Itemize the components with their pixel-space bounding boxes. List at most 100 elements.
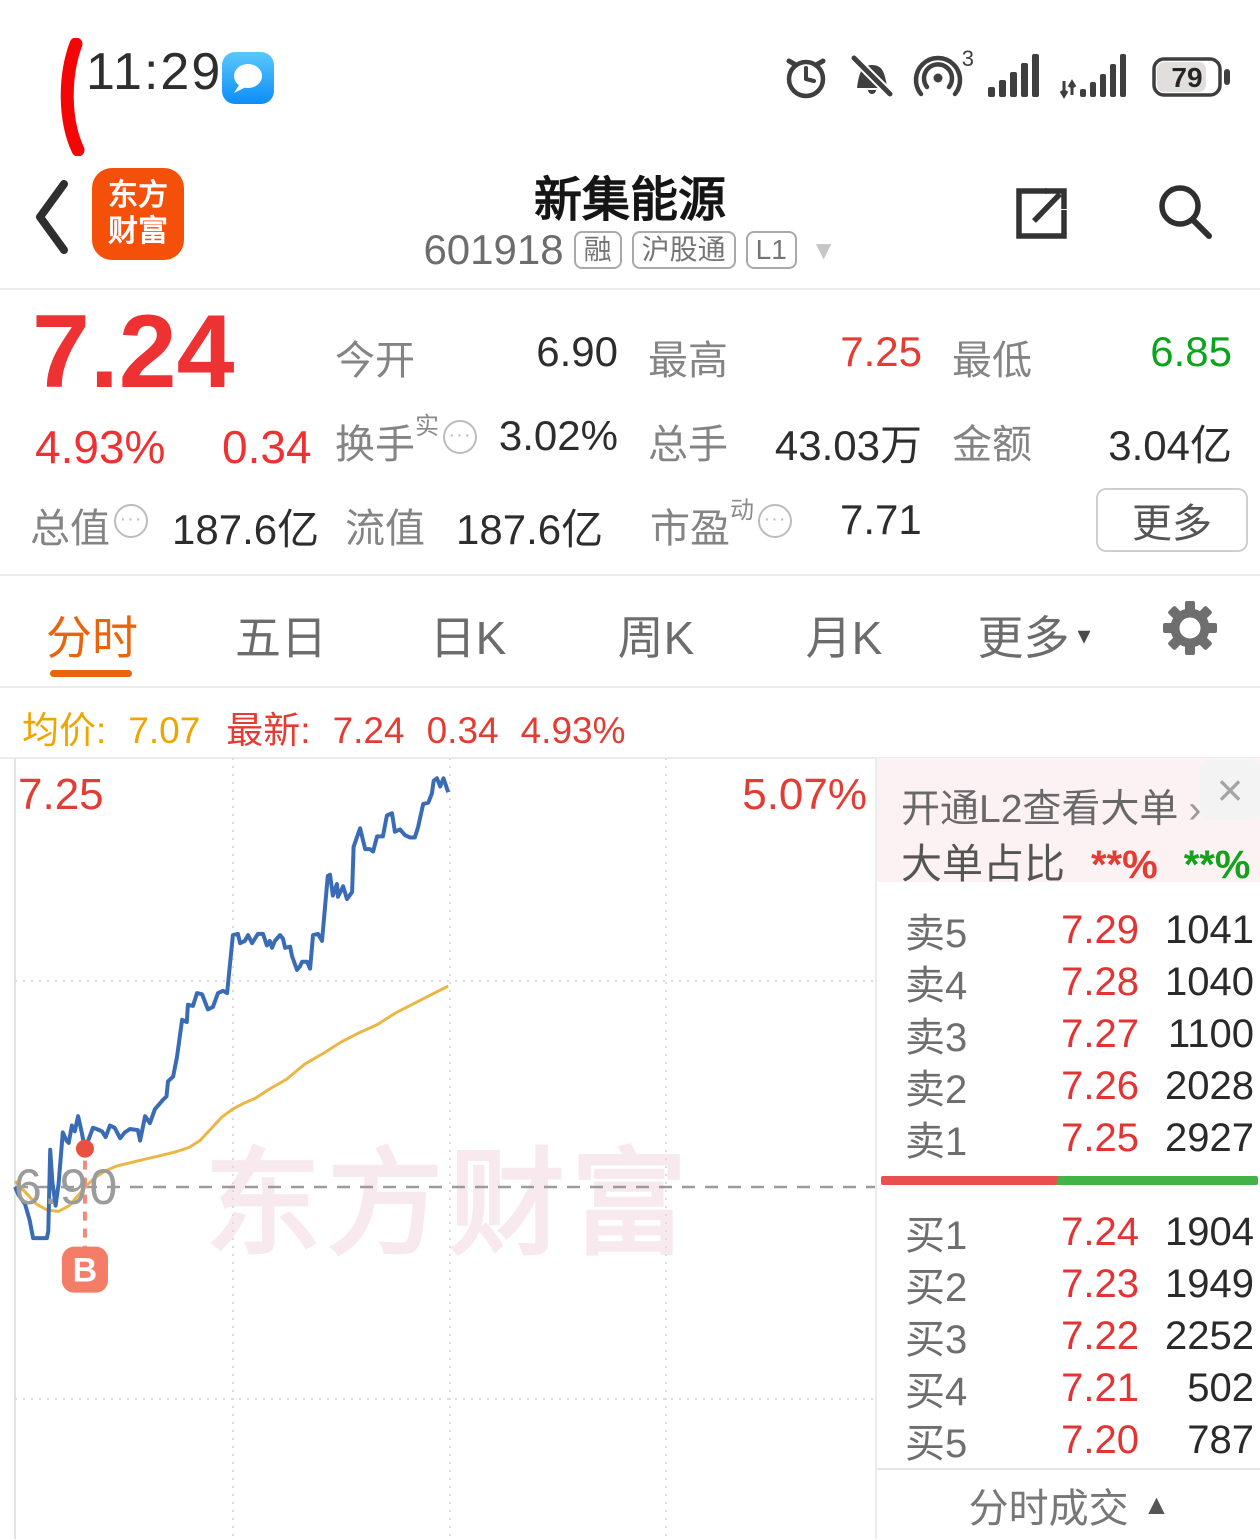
- stat-label: 总值 ···: [30, 496, 148, 554]
- more-stats-button[interactable]: 更多: [1096, 488, 1248, 552]
- back-button[interactable]: [30, 176, 74, 258]
- stock-code-row[interactable]: 601918 融 沪股通 L1 ▼: [0, 226, 1260, 274]
- hotspot-icon: 3: [912, 46, 974, 102]
- tab-monthly[interactable]: 月K: [805, 612, 883, 664]
- caret-down-icon: ▾: [1077, 619, 1091, 650]
- battery-icon: 79: [1152, 57, 1230, 97]
- l1-badge: L1: [745, 231, 797, 269]
- price-line: [13, 776, 451, 1241]
- chart-prevclose-label: 6.90: [14, 1159, 120, 1215]
- last-label: 最新:: [226, 710, 311, 751]
- signal-bars-2-icon: [1060, 54, 1126, 99]
- stat-label: 今开: [335, 339, 415, 383]
- tab-weekly[interactable]: 周K: [617, 612, 695, 664]
- ask-row[interactable]: 卖5 7.29 1041: [905, 907, 1254, 957]
- avg-price-label: 均价:: [22, 710, 107, 751]
- share-icon[interactable]: [1005, 178, 1075, 248]
- divider: [0, 574, 1260, 576]
- change-percent: 4.93%: [35, 421, 166, 473]
- info-icon[interactable]: ···: [114, 504, 148, 538]
- divider: [0, 686, 1260, 688]
- ask-row[interactable]: 卖3 7.27 1100: [905, 1011, 1254, 1061]
- bid-row[interactable]: 买1 7.24 1904: [905, 1209, 1254, 1259]
- bid-row[interactable]: 买3 7.22 2252: [905, 1313, 1254, 1363]
- stat-value-amount: 3.04亿: [1108, 422, 1232, 469]
- bid-row[interactable]: 买2 7.23 1949: [905, 1261, 1254, 1311]
- info-icon[interactable]: ···: [758, 504, 792, 538]
- last-price: 7.24: [32, 294, 235, 410]
- logo-text-top: 东方: [108, 179, 168, 212]
- order-book-panel: 开通L2查看大单 › × 大单占比 **% **% 卖5 7.29 1041 卖4 7.2…: [875, 758, 1260, 1539]
- ask-row[interactable]: 卖4 7.28 1040: [905, 959, 1254, 1009]
- masked-buy-ratio: **%: [1091, 843, 1158, 887]
- red-pen-annotation: [60, 38, 85, 156]
- tab-5day[interactable]: 五日: [235, 612, 327, 664]
- stat-label: 最高: [648, 339, 728, 383]
- intraday-chart[interactable]: 东方财富 B 7.25 5.07% 6.90: [0, 758, 875, 1539]
- watermark: 东方财富: [205, 1139, 693, 1269]
- masked-sell-ratio: **%: [1183, 843, 1251, 887]
- dropdown-caret-icon[interactable]: ▼: [810, 234, 837, 265]
- divider: [0, 757, 1260, 759]
- ask-row[interactable]: 卖1 7.25 2927: [905, 1115, 1254, 1165]
- search-icon[interactable]: [1150, 178, 1220, 248]
- stat-label: 换手实 ···: [335, 412, 477, 470]
- buy-marker-badge: [61, 1246, 108, 1293]
- stat-label: 流值: [345, 507, 425, 551]
- stat-label: 金额: [952, 423, 1032, 467]
- svg-text:79: 79: [1171, 62, 1202, 93]
- hotspot-count: 3: [961, 46, 974, 71]
- close-icon[interactable]: ×: [1200, 760, 1260, 820]
- settings-gear-icon[interactable]: [1162, 600, 1218, 656]
- avg-price-value: 7.07: [128, 710, 201, 751]
- mute-bell-icon: [849, 53, 895, 99]
- stat-value-low: 6.85: [1150, 328, 1232, 375]
- tab-minute[interactable]: 分时: [46, 612, 138, 664]
- bid-ask-ratio-bar: [881, 1176, 1258, 1185]
- alarm-icon: [786, 58, 826, 99]
- buy-marker-label: B: [73, 1252, 98, 1290]
- big-order-ratio-label: 大单占比: [901, 841, 1065, 887]
- buy-marker-dot: [75, 1139, 94, 1158]
- margin-badge: 融: [573, 231, 622, 269]
- chevron-right-icon: ›: [1188, 788, 1202, 831]
- clock-time: 11:29: [86, 43, 223, 101]
- tab-daily[interactable]: 日K: [429, 612, 507, 664]
- bid-row[interactable]: 买4 7.21 502: [905, 1365, 1254, 1415]
- logo-text-bottom: 财富: [108, 215, 168, 248]
- messages-app-icon: [222, 52, 274, 104]
- divider: [0, 288, 1260, 290]
- active-tab-underline: [50, 670, 132, 677]
- big-order-ratio-row: 大单占比 **% **%: [901, 830, 1250, 890]
- last-change: 0.34: [426, 710, 499, 751]
- ask-row[interactable]: 卖2 7.26 2028: [905, 1063, 1254, 1113]
- hgt-badge: 沪股通: [631, 231, 736, 269]
- stat-value-volume: 43.03万: [774, 422, 922, 469]
- signal-bars-icon: [988, 54, 1039, 97]
- info-icon[interactable]: ···: [443, 420, 477, 454]
- chart-max-pct-label: 5.07%: [742, 770, 867, 819]
- bid-row[interactable]: 买5 7.20 787: [905, 1417, 1254, 1467]
- stat-value-turnover: 3.02%: [498, 412, 618, 459]
- stat-value-float: 187.6亿: [456, 506, 604, 553]
- eastmoney-logo[interactable]: 东方 财富: [92, 168, 184, 260]
- tab-more[interactable]: 更多 ▾: [977, 612, 1091, 664]
- stock-name-title: 新集能源: [533, 174, 726, 227]
- chart-max-price-label: 7.25: [18, 770, 104, 819]
- change-amount: 0.34: [222, 421, 312, 473]
- l2-upgrade-link[interactable]: 开通L2查看大单 ›: [901, 788, 1202, 831]
- stat-label: 最低: [952, 339, 1032, 383]
- avg-last-bar: 均价: 7.07 最新: 7.24 0.34 4.93%: [22, 700, 626, 754]
- stat-value-mktcap: 187.6亿: [172, 506, 320, 553]
- stat-label: 市盈动 ···: [650, 496, 792, 554]
- stat-value-high: 7.25: [840, 328, 922, 375]
- arrow-up-icon: ▲: [1142, 1489, 1171, 1520]
- stock-code: 601918: [423, 226, 564, 273]
- last-value: 7.24: [332, 710, 405, 751]
- stat-value-open: 6.90: [536, 328, 618, 375]
- stat-value-pe: 7.71: [840, 496, 922, 543]
- tick-trades-toggle[interactable]: 分时成交 ▲: [877, 1468, 1260, 1540]
- avg_price-line: [13, 984, 449, 1213]
- stat-label: 总手: [648, 423, 728, 467]
- l2-promo-header: 开通L2查看大单 › × 大单占比 **% **%: [877, 758, 1260, 887]
